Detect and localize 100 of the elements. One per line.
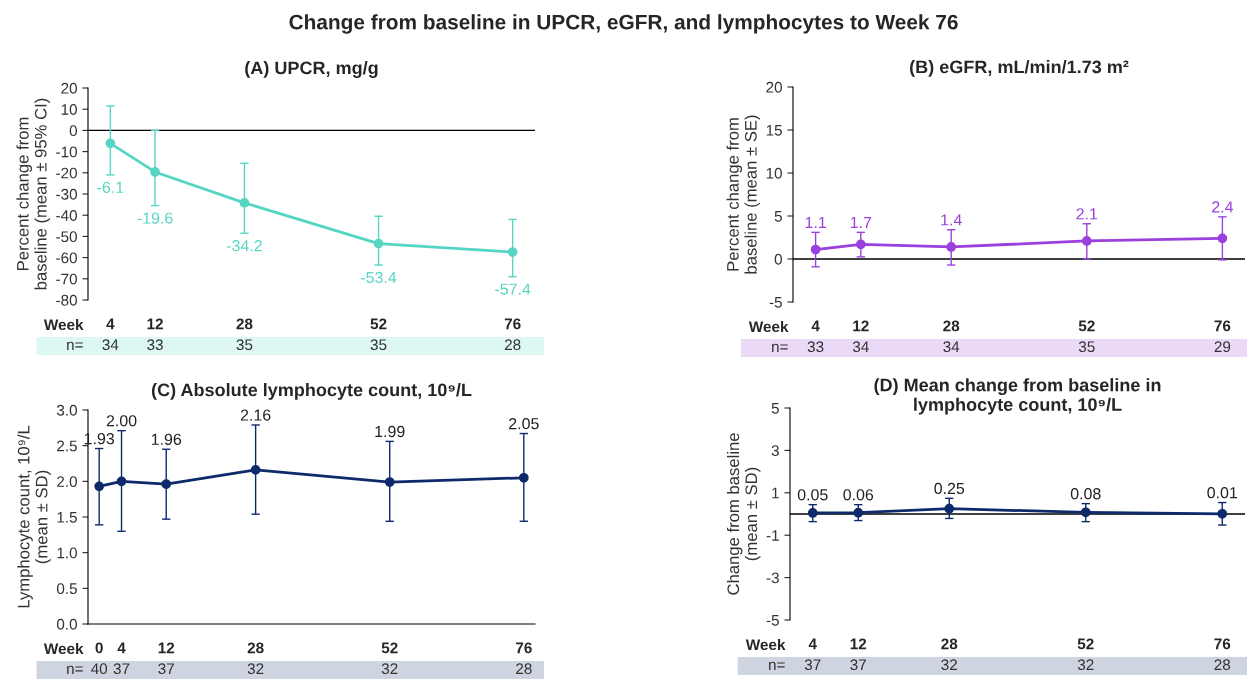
point xyxy=(855,239,866,250)
data-label: 2.16 xyxy=(240,409,271,421)
text: n= xyxy=(67,665,83,674)
y-tick-label: 5 xyxy=(771,403,779,414)
y-tick-label: 2.5 xyxy=(57,440,77,452)
text: 35 xyxy=(370,339,387,351)
point xyxy=(105,138,116,149)
data-label: -6.1 xyxy=(97,181,124,194)
y-axis-title: Percent change from baseline (mean ± SE) xyxy=(726,115,761,274)
x-tick-label: 28 xyxy=(943,320,960,332)
point xyxy=(507,247,518,257)
x-tick-label: 12 xyxy=(850,638,867,650)
y-tick-label: 20 xyxy=(766,81,782,93)
x-axis-title: Week xyxy=(748,320,789,333)
text: 37 xyxy=(113,663,130,675)
point xyxy=(116,476,127,487)
y-tick-label: -50 xyxy=(56,231,77,243)
data-label: 0.05 xyxy=(797,489,828,501)
text: 29 xyxy=(1214,341,1231,353)
y-tick-label: -80 xyxy=(56,294,77,306)
y-tick-label: -60 xyxy=(56,252,77,264)
y-tick-label: 1 xyxy=(772,487,779,499)
text: 28 xyxy=(516,663,532,675)
x-tick-label: 52 xyxy=(381,642,398,654)
y-tick-label: -10 xyxy=(56,146,77,158)
x-tick-label: 76 xyxy=(515,642,532,654)
x-tick-label: 76 xyxy=(1214,320,1231,332)
y-tick-label: 1.0 xyxy=(57,547,77,559)
text: 34 xyxy=(943,341,960,353)
data-label: -53.4 xyxy=(361,271,397,284)
text: 35 xyxy=(236,339,253,351)
point xyxy=(161,479,172,490)
x-tick-label: 76 xyxy=(504,318,521,330)
point xyxy=(373,238,384,249)
y-axis-title: Change from baseline (mean ± SD) xyxy=(726,433,761,595)
text: 37 xyxy=(850,659,866,671)
y-tick-label: -5 xyxy=(769,297,782,308)
text: 34 xyxy=(102,339,119,351)
y-tick-label: 3.0 xyxy=(56,404,77,416)
y-tick-label: -30 xyxy=(56,188,77,200)
y-tick-label: 5 xyxy=(774,211,782,222)
y-tick-label: 1.5 xyxy=(57,512,77,523)
x-tick-label: 4 xyxy=(808,638,817,650)
x-tick-label: 28 xyxy=(941,638,958,650)
text: 37 xyxy=(804,659,821,671)
chart-subtitle: (C) Absolute lymphocyte count, 10⁹/L xyxy=(151,383,472,400)
x-axis-title: Week xyxy=(43,642,84,655)
x-tick-label: 52 xyxy=(1077,638,1094,650)
y-tick-label: 15 xyxy=(766,125,782,136)
x-tick-label: 0 xyxy=(95,642,103,654)
y-tick-label: -70 xyxy=(56,273,77,285)
data-label: -19.6 xyxy=(137,212,173,224)
y-tick-label: 0 xyxy=(774,253,782,265)
data-label: -57.4 xyxy=(495,283,531,295)
y-tick-label: 2.0 xyxy=(57,476,77,488)
data-label: 2.05 xyxy=(509,418,539,430)
data-label: 0.01 xyxy=(1207,487,1238,499)
text: 32 xyxy=(381,663,398,675)
chart-subtitle: (A) UPCR, mg/g xyxy=(245,61,378,78)
text: 32 xyxy=(1077,659,1094,671)
data-label: 2.4 xyxy=(1212,201,1234,213)
point xyxy=(1081,236,1092,246)
text: 32 xyxy=(941,659,957,671)
point xyxy=(946,242,957,252)
data-label: 1.96 xyxy=(151,433,182,446)
y-tick-label: -40 xyxy=(56,210,77,221)
y-tick-label: 0.5 xyxy=(56,583,77,595)
x-axis-title: Week xyxy=(745,638,786,651)
y-tick-label: 3 xyxy=(771,445,779,457)
y-tick-label: 20 xyxy=(61,82,77,94)
x-tick-label: 28 xyxy=(236,318,253,330)
text: 28 xyxy=(504,339,521,351)
y-tick-label: 10 xyxy=(766,167,782,179)
text: n= xyxy=(769,661,785,670)
data-label: 0.06 xyxy=(843,489,874,501)
y-tick-label: -5 xyxy=(766,615,779,626)
y-axis-title: Lymphocyte count, 10⁹/L (mean ± SD) xyxy=(17,425,51,608)
point xyxy=(150,167,160,177)
x-tick-label: 12 xyxy=(147,318,163,330)
text: n= xyxy=(67,341,83,350)
point xyxy=(810,244,821,255)
x-tick-label: 52 xyxy=(1078,320,1095,332)
text: 35 xyxy=(1078,341,1095,353)
data-label: 0.08 xyxy=(1070,488,1101,500)
data-label: 1.4 xyxy=(941,214,962,226)
y-tick-label: -3 xyxy=(766,572,779,584)
x-tick-label: 76 xyxy=(1214,638,1231,650)
point xyxy=(518,472,529,483)
y-tick-label: -20 xyxy=(56,167,77,179)
text: 32 xyxy=(247,663,264,675)
text: 40 xyxy=(91,663,108,675)
text: 33 xyxy=(807,341,824,353)
x-tick-label: 28 xyxy=(247,642,264,654)
text: 34 xyxy=(852,341,869,353)
x-tick-label: 4 xyxy=(117,642,126,654)
text: 28 xyxy=(1214,659,1231,671)
y-tick-label: 0 xyxy=(69,125,77,137)
data-label: -34.2 xyxy=(226,240,262,252)
point xyxy=(1217,233,1228,244)
text: Change from baseline in UPCR, eGFR, and lymphocytes to Week 76 xyxy=(289,14,958,34)
